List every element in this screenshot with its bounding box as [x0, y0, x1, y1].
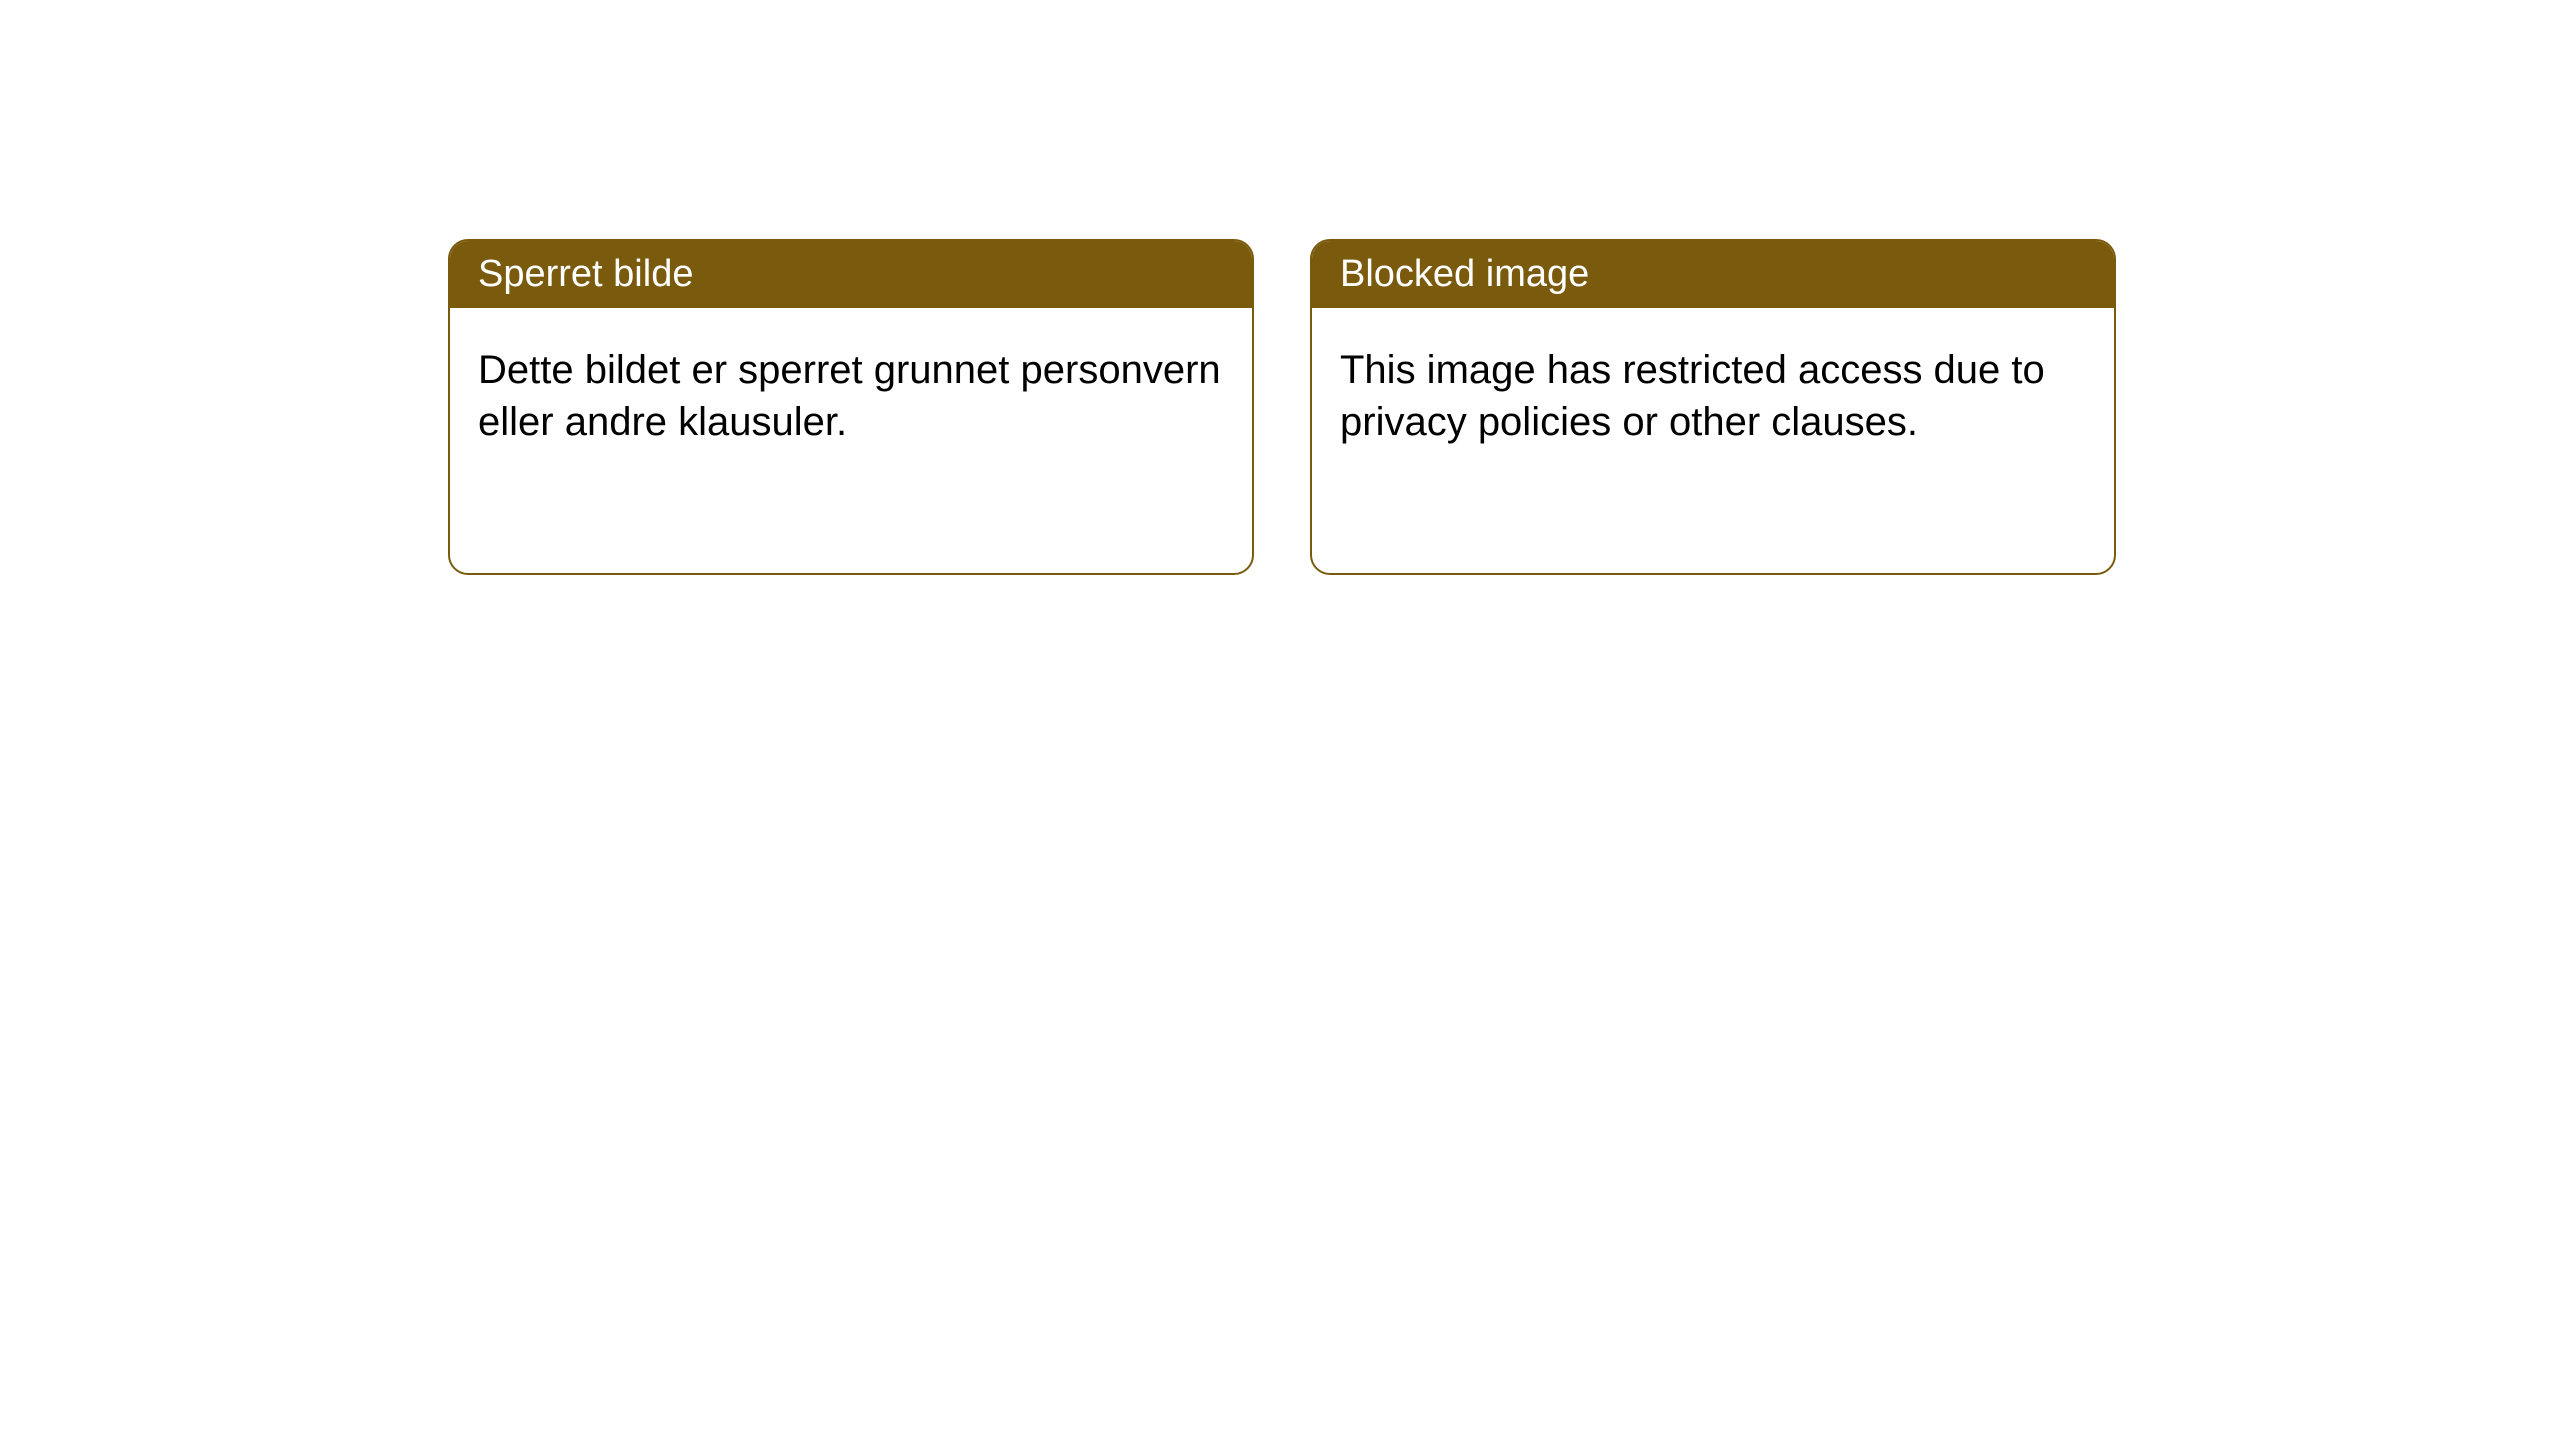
card-body: Dette bildet er sperret grunnet personve…	[450, 308, 1252, 484]
card-title: Sperret bilde	[478, 253, 693, 295]
notice-card-english: Blocked image This image has restricted …	[1310, 239, 2116, 575]
card-body-text: This image has restricted access due to …	[1340, 348, 2045, 444]
card-title: Blocked image	[1340, 253, 1589, 295]
notice-card-norwegian: Sperret bilde Dette bildet er sperret gr…	[448, 239, 1254, 575]
card-body-text: Dette bildet er sperret grunnet personve…	[478, 348, 1221, 444]
card-header: Sperret bilde	[450, 241, 1252, 308]
card-header: Blocked image	[1312, 241, 2114, 308]
card-body: This image has restricted access due to …	[1312, 308, 2114, 484]
notice-cards-container: Sperret bilde Dette bildet er sperret gr…	[448, 239, 2116, 575]
